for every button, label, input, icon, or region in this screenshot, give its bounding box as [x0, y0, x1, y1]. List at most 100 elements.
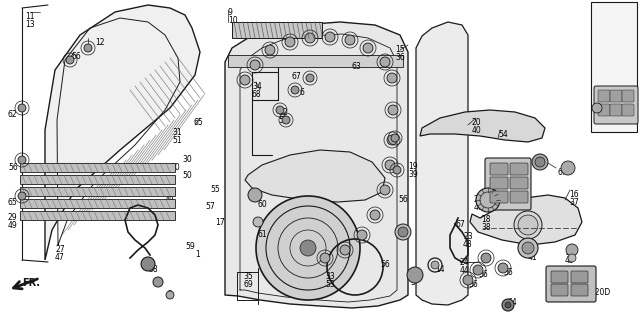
Text: 24: 24 [460, 258, 470, 267]
Bar [20, 211, 175, 220]
Text: 50: 50 [182, 171, 192, 180]
Circle shape [566, 244, 578, 256]
Circle shape [306, 74, 314, 82]
Bar [591, 2, 637, 132]
FancyBboxPatch shape [546, 266, 596, 302]
Text: 72: 72 [618, 98, 628, 107]
Text: 8: 8 [560, 280, 564, 289]
Text: 55: 55 [210, 185, 220, 194]
Text: 31: 31 [172, 128, 182, 137]
Circle shape [282, 116, 290, 124]
Polygon shape [601, 13, 628, 40]
Circle shape [250, 60, 260, 70]
Circle shape [407, 267, 423, 283]
Text: 4: 4 [403, 232, 408, 241]
Text: 40: 40 [472, 126, 482, 135]
Text: 15: 15 [395, 45, 404, 54]
Circle shape [481, 253, 491, 263]
Text: 56: 56 [8, 163, 18, 172]
FancyBboxPatch shape [622, 90, 634, 102]
Text: 71: 71 [594, 8, 604, 17]
Text: 57: 57 [205, 202, 215, 211]
Circle shape [387, 73, 397, 83]
Text: 52: 52 [278, 116, 287, 125]
Text: 48: 48 [165, 196, 175, 205]
Text: 74: 74 [594, 16, 604, 25]
Text: 17: 17 [215, 218, 225, 227]
Circle shape [522, 242, 534, 254]
Circle shape [141, 257, 155, 271]
Text: 2: 2 [168, 290, 173, 299]
Text: 64: 64 [508, 298, 518, 307]
Text: 45: 45 [565, 256, 575, 265]
Circle shape [476, 188, 500, 212]
Circle shape [592, 103, 602, 113]
Bar [20, 175, 175, 184]
Text: 18: 18 [481, 215, 490, 224]
Text: 56: 56 [478, 270, 488, 279]
Circle shape [518, 238, 538, 258]
Text: 65: 65 [8, 198, 18, 207]
Text: 56: 56 [468, 280, 477, 289]
Circle shape [391, 134, 399, 142]
Text: 56: 56 [503, 268, 513, 277]
Text: 53: 53 [325, 280, 335, 289]
FancyBboxPatch shape [490, 177, 508, 189]
Text: 32: 32 [278, 108, 287, 117]
Circle shape [265, 45, 275, 55]
Text: 62: 62 [8, 110, 18, 119]
Polygon shape [416, 22, 468, 305]
Text: 61: 61 [258, 230, 268, 239]
Text: 56: 56 [380, 260, 390, 269]
Text: 3: 3 [410, 278, 415, 287]
Circle shape [18, 156, 26, 164]
Polygon shape [225, 22, 408, 308]
FancyBboxPatch shape [610, 104, 622, 116]
Circle shape [395, 224, 411, 240]
FancyBboxPatch shape [571, 271, 588, 283]
Text: 22: 22 [487, 168, 497, 177]
FancyBboxPatch shape [622, 104, 634, 116]
Polygon shape [420, 110, 545, 142]
Circle shape [561, 161, 575, 175]
Text: 59: 59 [185, 242, 195, 251]
Circle shape [535, 157, 545, 167]
Text: 21: 21 [528, 245, 538, 254]
FancyBboxPatch shape [594, 86, 638, 124]
Polygon shape [596, 6, 634, 46]
Circle shape [240, 75, 250, 85]
Text: 26: 26 [474, 195, 484, 204]
Circle shape [514, 211, 542, 239]
Circle shape [18, 192, 26, 200]
Circle shape [393, 166, 401, 174]
FancyBboxPatch shape [510, 177, 528, 189]
Bar [20, 187, 175, 196]
Circle shape [66, 56, 74, 64]
Circle shape [153, 277, 163, 287]
Circle shape [256, 196, 360, 300]
Text: FR.: FR. [22, 278, 40, 288]
Text: 39: 39 [408, 170, 418, 179]
Text: 54: 54 [594, 108, 604, 117]
Text: 16: 16 [569, 190, 579, 199]
Circle shape [380, 57, 390, 67]
FancyBboxPatch shape [490, 191, 508, 203]
Circle shape [253, 217, 263, 227]
Bar [20, 199, 175, 208]
Text: 29: 29 [8, 213, 18, 222]
Text: 75: 75 [625, 126, 635, 135]
Text: 13: 13 [25, 20, 35, 29]
Text: 70: 70 [170, 163, 180, 172]
Circle shape [340, 245, 350, 255]
Text: 47: 47 [55, 253, 65, 262]
Text: 14: 14 [435, 265, 445, 274]
Circle shape [320, 253, 330, 263]
Text: 60: 60 [258, 200, 268, 209]
Circle shape [18, 104, 26, 112]
Text: 37: 37 [569, 198, 579, 207]
Text: 1: 1 [195, 250, 200, 259]
Text: 10: 10 [228, 16, 237, 25]
FancyBboxPatch shape [551, 271, 568, 283]
Text: 36: 36 [395, 53, 404, 62]
Text: 73: 73 [625, 118, 635, 127]
